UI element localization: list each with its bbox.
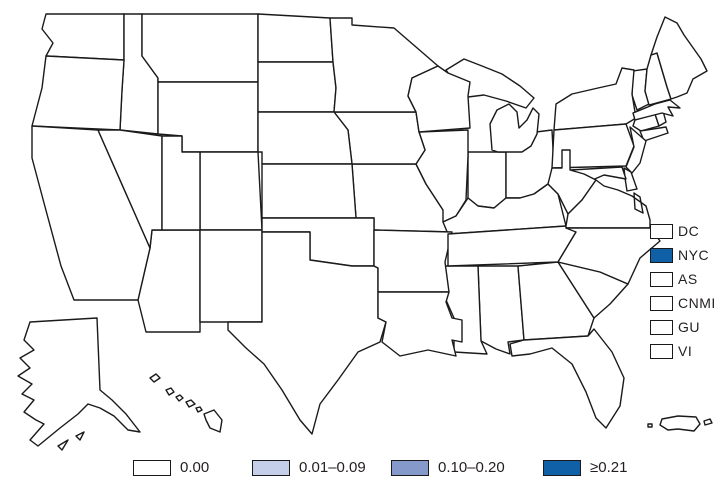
legend-swatch-2 <box>391 459 429 476</box>
territory-legend: DC NYC AS CNMI GU VI <box>650 219 716 363</box>
territory-swatch-as <box>650 271 673 287</box>
legend-item-0: 0.00 <box>133 459 209 476</box>
legend-label-3: ≥0.21 <box>590 459 628 476</box>
state-la <box>377 291 463 357</box>
territory-row-nyc: NYC <box>650 243 716 267</box>
state-nm <box>199 229 263 323</box>
state-in <box>467 151 507 209</box>
state-tn <box>447 225 577 267</box>
state-ut <box>161 135 201 231</box>
territory-label-nyc: NYC <box>678 247 710 263</box>
state-ms <box>441 265 488 355</box>
state-al <box>477 265 525 355</box>
legend-label-1: 0.01–0.09 <box>299 459 366 476</box>
territory-swatch-nyc <box>650 247 673 263</box>
state-fl <box>509 328 625 429</box>
territory-swatch-vi <box>650 343 673 359</box>
state-ne <box>257 111 353 165</box>
legend-item-3: ≥0.21 <box>543 459 627 476</box>
legend-swatch-1 <box>252 459 290 476</box>
state-ar <box>373 229 453 293</box>
legend-swatch-0 <box>133 459 171 476</box>
state-wi <box>407 65 471 133</box>
state-hi <box>149 373 223 433</box>
state-nd <box>257 13 334 63</box>
state-ma <box>632 99 681 121</box>
state-ak <box>17 317 141 451</box>
territory-swatch-dc <box>650 223 673 239</box>
territory-row-vi: VI <box>650 339 716 363</box>
territory-row-gu: GU <box>650 315 716 339</box>
territory-row-as: AS <box>650 267 716 291</box>
legend-label-0: 0.00 <box>180 459 210 476</box>
state-wv <box>547 149 597 215</box>
territory-swatch-cnmi <box>650 295 673 311</box>
territory-row-dc: DC <box>650 219 716 243</box>
state-me <box>650 16 708 100</box>
territory-label-as: AS <box>678 271 698 287</box>
legend-item-1: 0.01–0.09 <box>252 459 366 476</box>
state-co <box>199 151 263 231</box>
state-tx <box>227 231 387 435</box>
legend-label-2: 0.10–0.20 <box>438 459 505 476</box>
territory-swatch-gu <box>650 319 673 335</box>
territory-label-gu: GU <box>678 319 700 335</box>
territory-pr <box>647 415 713 432</box>
territory-label-vi: VI <box>678 343 693 359</box>
state-sd <box>257 61 337 113</box>
state-mt <box>141 13 259 83</box>
state-wa <box>41 13 125 61</box>
legend-item-2: 0.10–0.20 <box>391 459 505 476</box>
state-ks <box>261 163 357 219</box>
state-or <box>31 55 125 131</box>
territory-row-cnmi: CNMI <box>650 291 716 315</box>
territory-label-cnmi: CNMI <box>678 295 716 311</box>
legend-swatch-3 <box>543 459 581 476</box>
state-nj <box>625 126 647 174</box>
territory-label-dc: DC <box>678 223 700 239</box>
